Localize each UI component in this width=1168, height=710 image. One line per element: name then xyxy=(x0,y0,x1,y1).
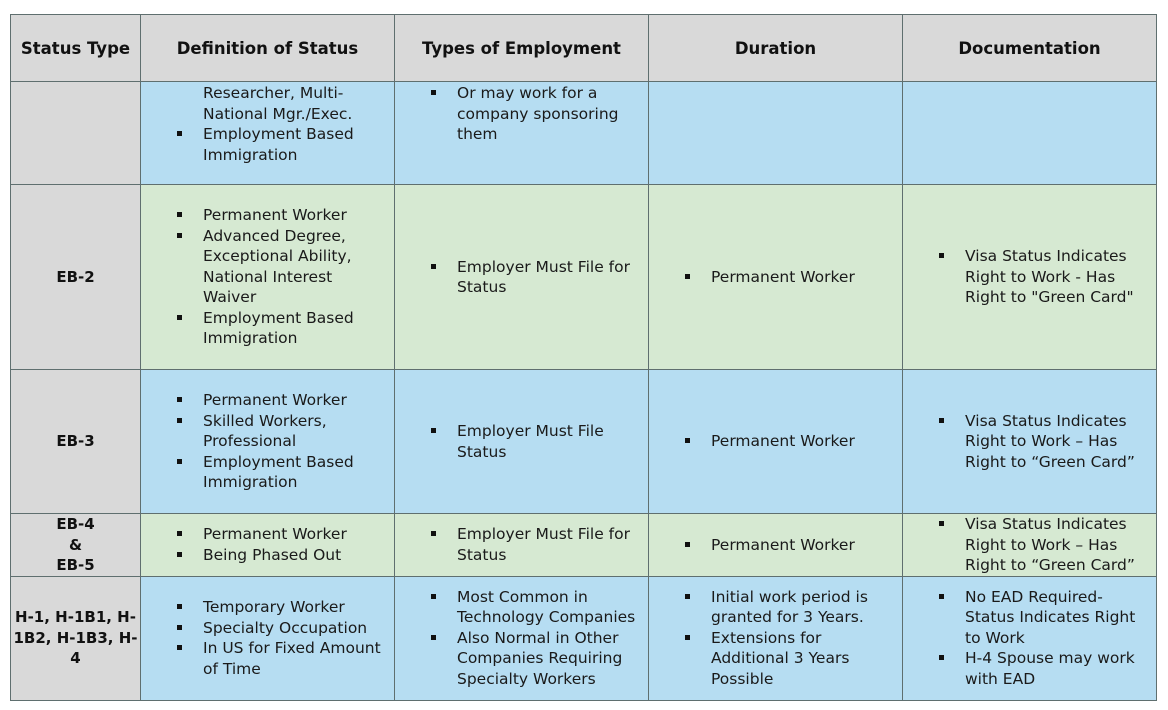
list-item: In US for Fixed Amount of Time xyxy=(177,638,386,679)
definition-cell: Temporary Worker Specialty Occupation In… xyxy=(140,575,395,701)
status-type-label: & xyxy=(68,535,83,554)
documentation-cell: Visa Status Indicates Right to Work - Ha… xyxy=(902,184,1157,370)
documentation-cell: No EAD Required- Status Indicates Right … xyxy=(902,575,1157,701)
definition-cell: Permanent Worker Being Phased Out xyxy=(140,513,395,577)
list-item: Being Phased Out xyxy=(177,545,386,566)
status-type-label: 4 xyxy=(70,649,81,668)
employment-cell: Employer Must File Status xyxy=(394,369,649,514)
documentation-cell xyxy=(902,81,1157,185)
list-item: Employer Must File for Status xyxy=(431,524,640,565)
duration-cell xyxy=(648,81,903,185)
header-row: Status Type Definition of Status Types o… xyxy=(10,14,1157,82)
status-type-cell: EB-2 xyxy=(10,184,141,370)
list-item: Or may work for a company sponsoring the… xyxy=(431,83,640,145)
list-item: No EAD Required- Status Indicates Right … xyxy=(939,587,1148,649)
list-item: Also Normal in Other Companies Requiring… xyxy=(431,628,640,690)
list-item: Employer Must File Status xyxy=(431,421,640,462)
status-type-cell: EB-4 & EB-5 xyxy=(10,513,141,577)
list-item: Initial work period is granted for 3 Yea… xyxy=(685,587,894,628)
list-item: Permanent Worker xyxy=(685,535,894,556)
documentation-cell: Visa Status Indicates Right to Work – Ha… xyxy=(902,513,1157,577)
employment-cell: Most Common in Technology Companies Also… xyxy=(394,575,649,701)
list-item: Skilled Workers, Professional xyxy=(177,411,386,452)
definition-cell: Researcher, Multi-National Mgr./Exec. Em… xyxy=(140,81,395,185)
status-type-label: EB-5 xyxy=(56,556,95,574)
status-type-label: H-1, H-1B1, H- xyxy=(15,608,136,627)
list-item: Advanced Degree, Exceptional Ability, Na… xyxy=(177,226,386,308)
list-item: Visa Status Indicates Right to Work - Ha… xyxy=(939,246,1148,308)
header-duration: Duration xyxy=(648,14,903,82)
definition-cell: Permanent Worker Advanced Degree, Except… xyxy=(140,184,395,370)
header-definition: Definition of Status xyxy=(140,14,395,82)
status-type-label: EB-4 xyxy=(56,515,95,533)
visa-status-table: Status Type Definition of Status Types o… xyxy=(10,14,1157,701)
employment-cell: Employer Must File for Status xyxy=(394,513,649,577)
list-item: Employment Based Immigration xyxy=(177,124,386,165)
table-row: EB-2 Permanent Worker Advanced Degree, E… xyxy=(10,184,1157,370)
duration-cell: Permanent Worker xyxy=(648,513,903,577)
duration-cell: Permanent Worker xyxy=(648,369,903,514)
table-row: EB-3 Permanent Worker Skilled Workers, P… xyxy=(10,369,1157,514)
status-type-label: 1B2, H-1B3, H- xyxy=(13,628,138,647)
table-container: Status Type Definition of Status Types o… xyxy=(10,14,1157,701)
list-item: Temporary Worker xyxy=(177,597,386,618)
table-row: EB-4 & EB-5 Permanent Worker Being Phase… xyxy=(10,513,1157,577)
header-documentation: Documentation xyxy=(902,14,1157,82)
table-row: Researcher, Multi-National Mgr./Exec. Em… xyxy=(10,81,1157,185)
status-type-cell: EB-3 xyxy=(10,369,141,514)
employment-cell: Employer Must File for Status xyxy=(394,184,649,370)
list-item: Employment Based Immigration xyxy=(177,452,386,493)
list-item: Specialty Occupation xyxy=(177,618,386,639)
list-item: Visa Status Indicates Right to Work – Ha… xyxy=(939,514,1148,575)
status-type-label: EB-3 xyxy=(56,432,95,451)
employment-cell: Or may work for a company sponsoring the… xyxy=(394,81,649,185)
header-status-type: Status Type xyxy=(10,14,141,82)
status-type-label: EB-2 xyxy=(56,267,95,286)
definition-cell: Permanent Worker Skilled Workers, Profes… xyxy=(140,369,395,514)
list-item: Most Common in Technology Companies xyxy=(431,587,640,628)
list-item: Extensions for Additional 3 Years Possib… xyxy=(685,628,894,690)
list-item: Visa Status Indicates Right to Work – Ha… xyxy=(939,411,1148,473)
status-type-cell: H-1, H-1B1, H- 1B2, H-1B3, H- 4 xyxy=(10,575,141,701)
list-item: Employment Based Immigration xyxy=(177,308,386,349)
header-employment: Types of Employment xyxy=(394,14,649,82)
list-item: Permanent Worker xyxy=(177,205,386,226)
list-item: Permanent Worker xyxy=(177,524,386,545)
list-item: Permanent Worker xyxy=(685,267,894,288)
duration-cell: Permanent Worker xyxy=(648,184,903,370)
list-item: Employer Must File for Status xyxy=(431,257,640,298)
documentation-cell: Visa Status Indicates Right to Work – Ha… xyxy=(902,369,1157,514)
status-type-cell xyxy=(10,81,141,185)
list-item: Permanent Worker xyxy=(177,390,386,411)
duration-cell: Initial work period is granted for 3 Yea… xyxy=(648,575,903,701)
table-row: H-1, H-1B1, H- 1B2, H-1B3, H- 4 Temporar… xyxy=(10,575,1157,701)
list-item: Permanent Worker xyxy=(685,431,894,452)
list-item: Researcher, Multi-National Mgr./Exec. xyxy=(203,84,353,123)
list-item: H-4 Spouse may work with EAD xyxy=(939,648,1148,689)
